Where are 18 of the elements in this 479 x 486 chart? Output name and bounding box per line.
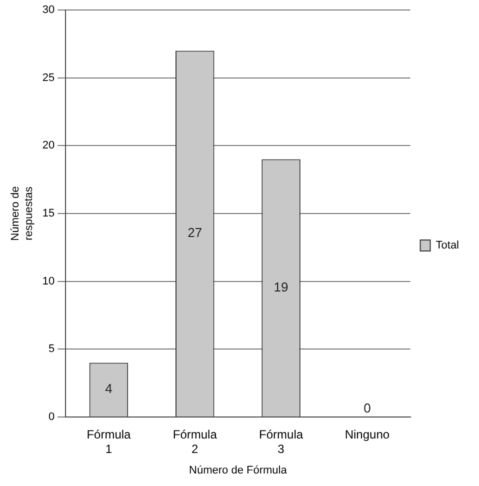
x-axis-title: Número de Fórmula [189,464,288,476]
y-tick-label: 0 [48,411,55,424]
legend-label: Total [436,240,460,252]
y-tick-label: 5 [48,343,55,356]
data-label: 27 [188,225,202,240]
data-label: 0 [364,400,371,416]
x-tick-label: Ninguno [344,428,390,442]
x-tick-label: Fórmula 1 [86,428,132,456]
y-tick-label: 10 [42,275,55,288]
y-tick-label: 25 [42,72,55,84]
x-tick-label: Fórmula 3 [259,428,304,456]
y-tick-label: 15 [42,208,55,220]
data-label: 19 [274,279,288,294]
data-label: 4 [105,381,112,396]
x-tick-label: Fórmula 2 [172,428,218,456]
y-tick-label: 20 [42,140,55,152]
y-tick-label: 30 [42,4,55,16]
y-axis-title: Número de respuestas [10,186,35,241]
